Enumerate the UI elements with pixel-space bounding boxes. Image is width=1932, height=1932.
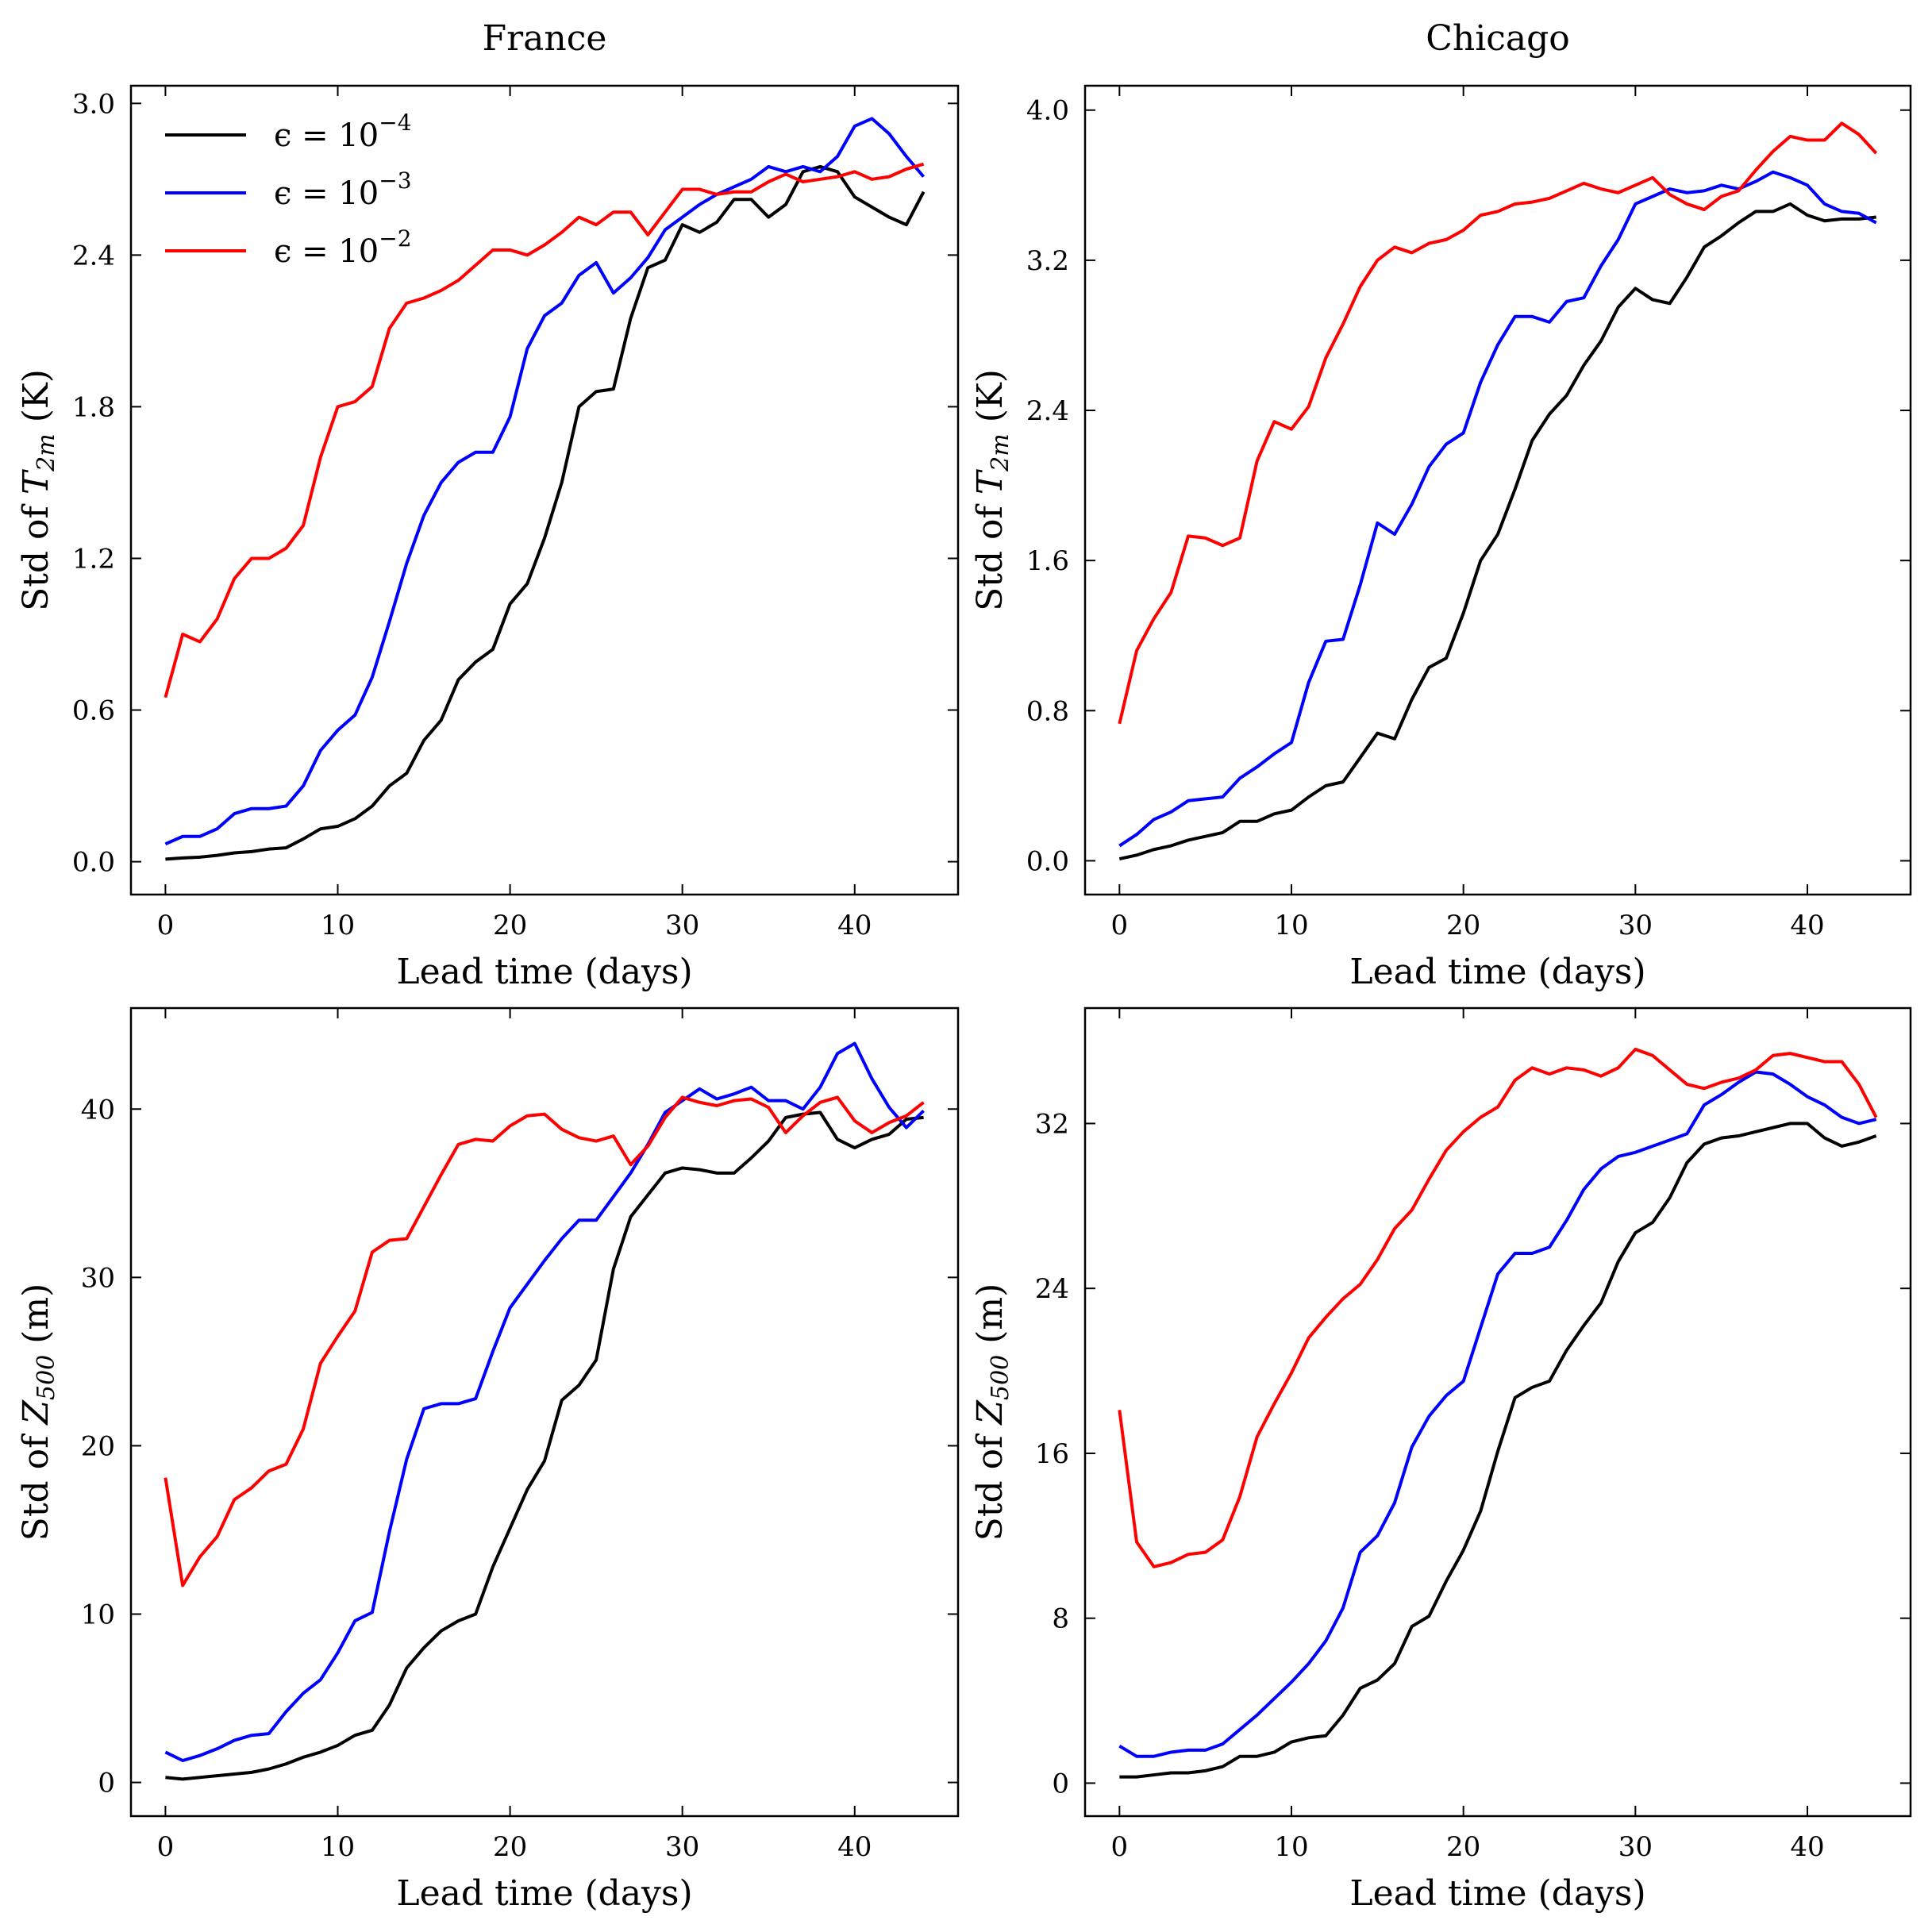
x-tick-label: 0: [1111, 910, 1129, 941]
y-tick-label: 1.2: [72, 543, 115, 575]
series-line-2: [1118, 1047, 1878, 1568]
panel-0: 0 10 20 30 40 0.0 0.6 1.2 1.8 2.4 3.0 France Lead ti…: [16, 18, 960, 992]
x-axis-label: Lead time (days): [396, 952, 692, 992]
legend: ϵ = 10−4 ϵ = 10−3 ϵ = 10−2: [165, 110, 412, 270]
y-tick-label: 16: [1035, 1438, 1069, 1470]
x-tick-label: 0: [157, 910, 175, 941]
x-tick-label: 0: [157, 1831, 175, 1863]
x-tick-label: 20: [493, 910, 527, 941]
x-tick-label: 30: [665, 910, 699, 941]
axes-frame: [129, 84, 960, 896]
y-tick-label: 0.6: [72, 695, 115, 727]
axes-frame: [1083, 1006, 1912, 1818]
series-line-1: [164, 1041, 925, 1763]
y-tick-label: 3.2: [1026, 245, 1069, 277]
x-axis-label: Lead time (days): [1349, 952, 1645, 992]
series-line-0: [165, 1110, 924, 1781]
x-tick-label: 10: [1274, 1831, 1308, 1863]
x-tick-label: 30: [1618, 910, 1653, 941]
x-tick-label: 20: [1446, 910, 1480, 941]
x-tick-label: 0: [1111, 1831, 1129, 1863]
y-tick-label: 24: [1035, 1273, 1069, 1305]
x-tick-label: 20: [1446, 1831, 1480, 1863]
y-axis-label: Std of Z500 (m): [970, 1284, 1014, 1541]
x-tick-label: 10: [321, 1831, 355, 1863]
y-tick-label: 8: [1052, 1603, 1069, 1635]
y-tick-label: 0.8: [1026, 695, 1069, 727]
axes-frame: [129, 1006, 960, 1818]
y-tick-label: 1.6: [1026, 545, 1069, 577]
y-tick-label: 2.4: [72, 240, 115, 271]
axes-frame: [1083, 84, 1912, 896]
y-axis-label: Std of T2m (K): [16, 369, 60, 611]
x-tick-label: 10: [321, 910, 355, 941]
y-tick-label: 10: [81, 1599, 115, 1631]
y-tick-label: 32: [1035, 1108, 1069, 1140]
y-tick-label: 4.0: [1026, 95, 1069, 127]
series-line-0: [1118, 202, 1876, 861]
series-line-1: [1118, 170, 1877, 848]
x-axis-label: Lead time (days): [1349, 1873, 1645, 1914]
y-tick-label: 1.8: [72, 391, 115, 423]
panel-3: 0 10 20 30 40 0 8 16 24 32 Lead time (days) Std of …: [970, 1006, 1912, 1914]
y-tick-label: 0.0: [72, 847, 115, 879]
series-line-1: [164, 117, 926, 846]
y-axis-label: Std of T2m (K): [970, 369, 1014, 611]
y-tick-label: 30: [81, 1262, 115, 1294]
y-tick-label: 3.0: [72, 88, 115, 120]
x-axis-label: Lead time (days): [396, 1873, 692, 1914]
y-tick-label: 0: [98, 1768, 115, 1799]
series-line-1: [1118, 1070, 1877, 1758]
y-tick-label: 2.4: [1026, 395, 1069, 427]
x-tick-label: 10: [1274, 910, 1308, 941]
y-tick-label: 40: [81, 1094, 115, 1126]
series-line-2: [164, 162, 925, 699]
x-tick-label: 40: [837, 910, 872, 941]
panel-title: France: [483, 18, 607, 59]
x-tick-label: 40: [837, 1831, 872, 1863]
y-tick-label: 0: [1052, 1768, 1069, 1799]
panel-title: Chicago: [1426, 18, 1570, 59]
series-line-0: [165, 164, 926, 861]
series-line-2: [164, 1095, 925, 1588]
series-line-2: [1118, 121, 1878, 725]
y-tick-label: 0.0: [1026, 845, 1069, 877]
legend-label-0: ϵ = 10−4: [274, 110, 412, 154]
legend-label-2: ϵ = 10−2: [274, 225, 412, 270]
y-tick-label: 20: [81, 1430, 115, 1462]
panel-1: 0 10 20 30 40 0.0 0.8 1.6 2.4 3.2 4.0 Chicago Lead t…: [970, 18, 1912, 992]
x-tick-label: 30: [1618, 1831, 1653, 1863]
y-axis-label: Std of Z500 (m): [16, 1284, 60, 1541]
legend-label-1: ϵ = 10−3: [274, 167, 412, 212]
x-tick-label: 20: [493, 1831, 527, 1863]
x-tick-label: 30: [665, 1831, 699, 1863]
x-tick-label: 40: [1790, 1831, 1824, 1863]
panel-2: 0 10 20 30 40 0 10 20 30 40 Lead time (days) Std of…: [16, 1006, 960, 1914]
series-line-0: [1119, 1122, 1877, 1779]
x-tick-label: 40: [1790, 910, 1824, 941]
